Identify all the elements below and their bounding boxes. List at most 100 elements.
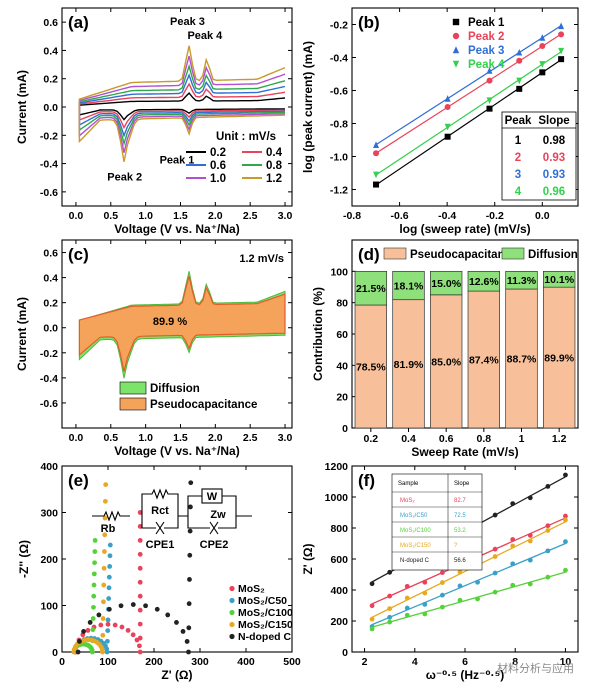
bar-label-diffusion: 10.1%	[544, 274, 574, 286]
panel-label: (e)	[68, 471, 89, 490]
data-point	[107, 564, 113, 569]
bar-pseudocapacitance	[467, 290, 501, 429]
plot-frame-c	[61, 239, 293, 429]
panel-a: 0.0 0.5 1.0 1.5 2.0 2.5 3.0-0.6-0.4-0.20.00.20…	[15, 7, 293, 236]
data-point	[137, 524, 143, 529]
legend-label: Peak 3	[468, 45, 504, 57]
circuit-label-zw: Zw	[210, 509, 226, 521]
data-point	[75, 649, 81, 655]
parallel-rct-cpe1	[141, 488, 179, 529]
data-point	[119, 624, 125, 630]
y-tick-label: 300	[40, 508, 58, 520]
data-point	[527, 538, 533, 544]
fit-line	[375, 24, 562, 146]
bar-label-pseudocapacitance: 81.9%	[394, 359, 424, 371]
data-point	[527, 495, 533, 501]
x-tick-label: -0.6	[391, 210, 409, 222]
data-point	[102, 532, 108, 538]
data-point	[486, 67, 493, 74]
data-point	[373, 141, 380, 148]
y-tick-label: 1000	[325, 492, 349, 504]
warburg-box	[201, 488, 223, 504]
rate-label: 1.2 mV/s	[239, 253, 284, 265]
data-point	[422, 579, 428, 585]
circuit-label-cpe2: CPE2	[200, 539, 229, 551]
data-point	[563, 539, 568, 545]
y-tick-label: 0.4	[43, 273, 58, 285]
plot-frame-b	[351, 7, 579, 207]
y-tick-label: -0.2	[330, 20, 348, 32]
data-point	[188, 480, 194, 486]
legend-label: Peak 2	[468, 31, 504, 43]
data-point	[516, 85, 523, 92]
peak-annotation: Peak 1	[160, 155, 195, 167]
data-point	[188, 504, 193, 510]
data-point	[91, 582, 97, 588]
slope-table	[501, 111, 577, 201]
legend-label: Peak 1	[468, 17, 505, 29]
data-point	[492, 554, 498, 559]
y-axis-label: Current (mA)	[15, 70, 29, 144]
data-point	[539, 42, 546, 49]
data-point	[187, 577, 192, 582]
data-point	[77, 639, 82, 644]
data-point	[101, 582, 107, 588]
bar-label-diffusion: 11.3%	[507, 275, 537, 287]
data-point	[369, 603, 375, 609]
table-cell: MoS₂	[400, 498, 415, 504]
data-point	[492, 570, 498, 576]
bar-diffusion	[505, 270, 538, 290]
panel-b: -0.8 -0.6 -0.4 -0.2 0.0 -1.2 -1.0 -0.8 -0.6 -0.4 -…	[301, 7, 579, 236]
bar-diffusion	[392, 270, 425, 301]
x-tick-label: 1.0	[138, 432, 153, 444]
data-point	[452, 18, 460, 26]
data-point	[369, 581, 375, 587]
data-point	[387, 614, 393, 620]
data-point	[130, 602, 136, 607]
data-point	[486, 97, 493, 104]
legend-label: 0.4	[266, 147, 283, 159]
bar-diffusion	[542, 270, 576, 288]
data-point	[101, 565, 107, 571]
panel-label: (d)	[358, 245, 380, 264]
data-point	[103, 482, 109, 487]
data-point	[422, 601, 428, 607]
x-tick-label: 500	[283, 656, 301, 668]
x-axis-label: log (sweep rate) (mV/s)	[399, 222, 530, 236]
data-point	[98, 622, 104, 628]
peak-annotation: Peak 3	[170, 16, 205, 28]
circuit-label-rb: Rb	[101, 523, 116, 535]
bar-label-diffusion: 18.1%	[394, 281, 424, 293]
data-point	[510, 537, 516, 542]
x-tick-label: 300	[191, 656, 209, 668]
data-point	[422, 611, 428, 617]
cv-curve	[78, 45, 286, 162]
y-axis-label: -Z'' (Ω)	[17, 540, 31, 578]
data-point	[100, 649, 105, 655]
y-tick-label: 1200	[325, 461, 349, 473]
data-point	[545, 548, 551, 554]
data-point	[457, 583, 463, 589]
bar-label-pseudocapacitance: 88.7%	[507, 354, 537, 366]
bar-pseudocapacitance	[392, 299, 425, 429]
data-point	[452, 32, 460, 40]
data-point	[137, 579, 143, 585]
data-point	[387, 593, 393, 599]
table-cell: 1	[515, 135, 522, 147]
legend-label: MoS₂/C50	[238, 595, 287, 607]
y-tick-label: -0.6	[40, 187, 58, 199]
data-point	[527, 557, 533, 563]
data-point	[186, 649, 191, 655]
data-point	[545, 574, 551, 580]
data-point	[527, 533, 533, 538]
x-tick-label: 8	[512, 656, 518, 668]
data-point	[91, 571, 97, 577]
data-point	[510, 543, 516, 549]
y-axis-label: Contribution (%)	[311, 287, 325, 381]
y-tick-label: 600	[330, 554, 348, 566]
data-point	[492, 546, 498, 552]
data-point	[102, 515, 108, 521]
data-point	[137, 551, 143, 557]
data-point	[165, 612, 171, 618]
data-point	[422, 590, 428, 596]
